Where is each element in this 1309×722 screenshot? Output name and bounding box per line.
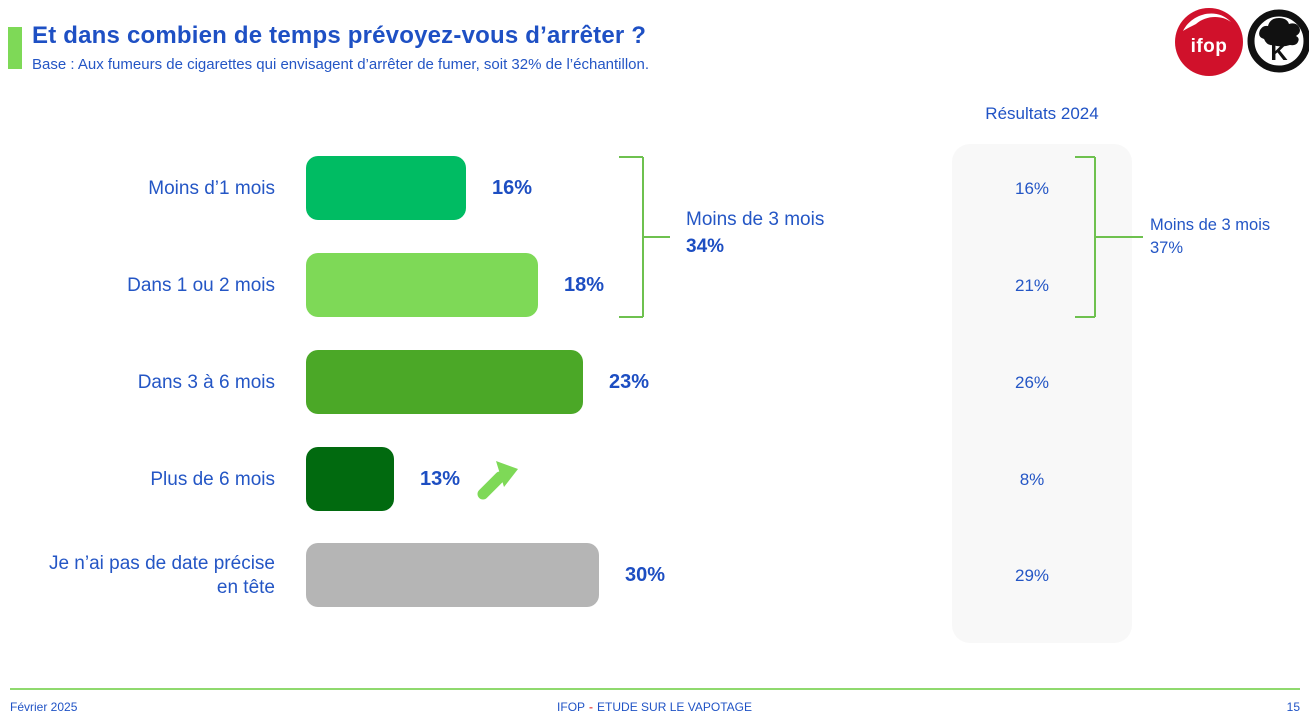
comparison-value: 26% [1014,372,1050,392]
value-label: 16% [492,177,533,199]
bar-dans-1-ou-2-mois [306,253,538,317]
title-accent-bar [8,27,22,69]
chart-row-moins-d1-mois: Moins d’1 mois 16% [0,140,720,237]
bracket-moins-de-3-mois [617,150,672,327]
comparison-bracket-annotation: Moins de 3 mois 37% [1150,214,1270,260]
footer-study-title: IFOP - ETUDE SUR LE VAPOTAGE [0,700,1309,714]
footer-org: IFOP [557,700,586,714]
footer-study: ETUDE SUR LE VAPOTAGE [597,700,752,714]
bracket-annotation-label: Moins de 3 mois [686,209,825,230]
comparison-title: Résultats 2024 [985,104,1099,123]
chart-row-dans-1-ou-2-mois: Dans 1 ou 2 mois 18% [0,237,720,334]
category-label: Moins d’1 mois [148,177,275,199]
footer-date: Février 2025 [10,700,78,714]
comparison-value: 8% [1019,469,1045,489]
category-label: Dans 3 à 6 mois [137,371,275,393]
category-label: Je n’ai pas de date précise en tête [48,552,275,598]
comparison-bracket [1073,150,1145,327]
bar-pas-de-date [306,543,599,607]
value-label: 13% [420,468,461,490]
comparison-bracket-value: 37% [1150,239,1184,257]
bar-moins-d1-mois [306,156,466,220]
value-label: 23% [609,371,650,393]
footer-separator: - [589,700,594,714]
footer-divider [10,688,1300,690]
comparison-panel [952,144,1132,643]
bar-plus-de-6-mois [306,447,394,511]
chart-row-pas-de-date: Je n’ai pas de date précise en tête 30% [0,527,720,624]
comparison-bracket-label: Moins de 3 mois [1150,216,1271,234]
kumulus-logo: K [1246,8,1309,79]
category-label: Plus de 6 mois [150,468,275,490]
kumulus-logo-icon: K [1247,9,1309,73]
chart-row-dans-3-a-6-mois: Dans 3 à 6 mois 23% [0,334,720,431]
ifop-logo: ifop [1172,5,1246,84]
comparison-value: 21% [1014,275,1050,295]
bar-dans-3-a-6-mois [306,350,583,414]
svg-text:ifop: ifop [1191,36,1228,57]
chart-row-plus-de-6-mois: Plus de 6 mois 13% [0,431,720,528]
page-number: 15 [1286,700,1300,714]
page-title: Et dans combien de temps prévoyez-vous d… [32,22,647,49]
comparison-value: 16% [1014,178,1050,198]
category-label: Dans 1 ou 2 mois [127,274,275,296]
comparison-value: 29% [1014,565,1050,585]
bracket-annotation: Moins de 3 mois 34% [686,206,824,260]
value-label: 30% [625,564,666,586]
trend-up-arrow-icon [476,457,520,506]
bracket-annotation-value: 34% [686,236,725,257]
base-subtitle: Base : Aux fumeurs de cigarettes qui env… [32,56,650,73]
value-label: 18% [564,274,605,296]
ifop-logo-icon: ifop [1175,8,1243,76]
svg-text:K: K [1270,39,1288,66]
